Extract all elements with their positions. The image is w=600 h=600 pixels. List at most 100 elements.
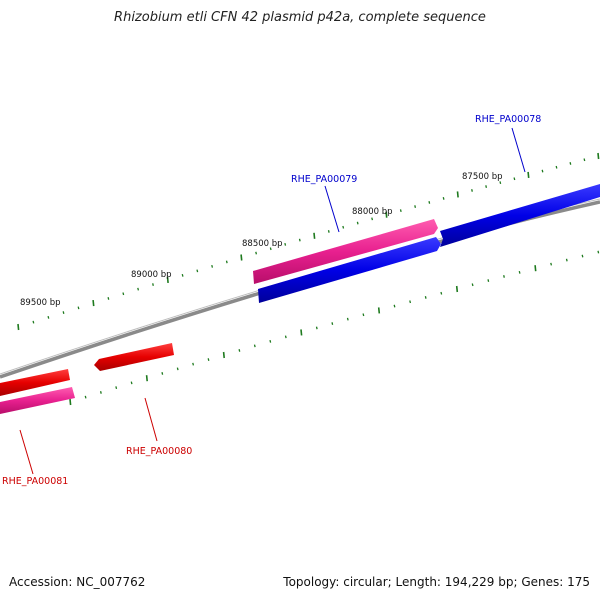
lower-tick <box>440 291 443 295</box>
gene-label-rhe-pa00078[interactable]: RHE_PA00078 <box>475 114 541 125</box>
lower-tick <box>284 335 287 339</box>
upper-tick <box>499 181 502 185</box>
tick-row-upper <box>17 152 600 331</box>
accession-text: Accession: NC_007762 <box>9 575 146 589</box>
upper-tick <box>166 276 169 283</box>
upper-tick <box>284 242 287 246</box>
leader-line-rhe-pa00080 <box>144 397 158 442</box>
upper-tick <box>569 162 572 165</box>
upper-tick <box>269 247 272 251</box>
upper-tick <box>356 221 359 225</box>
upper-tick <box>342 225 345 229</box>
lower-tick <box>69 398 72 406</box>
lower-tick <box>192 362 195 366</box>
upper-tick <box>471 189 473 192</box>
lower-tick <box>455 285 459 293</box>
upper-tick <box>107 297 110 300</box>
lower-tick <box>581 254 584 258</box>
lower-tick <box>331 322 334 325</box>
upper-tick <box>181 273 184 277</box>
lower-tick <box>300 329 303 336</box>
lower-tick <box>84 395 87 399</box>
tick-label-88500: 88500 bp <box>242 239 283 249</box>
upper-tick <box>399 209 402 213</box>
upper-tick <box>17 323 20 331</box>
leader-line-rhe-pa00078 <box>511 127 526 173</box>
gene-bar-red-rhe-pa00081[interactable] <box>0 369 70 396</box>
topology-summary: Topology: circular; Length: 194,229 bp; … <box>283 575 590 589</box>
upper-tick <box>313 232 316 239</box>
gene-bar-pink-rhe-pa00081[interactable] <box>0 387 75 414</box>
upper-tick <box>371 217 374 221</box>
gene-bar-pink-rhe-pa00079[interactable] <box>253 219 438 284</box>
upper-tick <box>428 201 431 204</box>
upper-tick <box>77 306 80 310</box>
upper-tick <box>92 300 95 307</box>
upper-tick <box>527 171 530 178</box>
lower-tick <box>176 367 179 371</box>
map-title: Rhizobium etli CFN 42 plasmid p42a, comp… <box>114 10 486 25</box>
lower-tick <box>550 262 553 266</box>
lower-tick <box>145 375 148 382</box>
upper-tick <box>597 152 600 160</box>
upper-tick <box>541 169 544 173</box>
gene-label-rhe-pa00079[interactable]: RHE_PA00079 <box>291 174 357 185</box>
lower-tick <box>238 349 241 352</box>
upper-tick <box>442 197 445 200</box>
lower-tick <box>269 339 272 343</box>
lower-tick <box>315 326 318 330</box>
leader-line-rhe-pa00079 <box>324 185 340 233</box>
gene-bar-red-rhe-pa00080[interactable] <box>94 343 174 371</box>
upper-tick <box>255 251 258 255</box>
lower-tick <box>409 300 412 304</box>
upper-tick <box>225 260 228 264</box>
lower-tick <box>534 265 537 272</box>
lower-tick <box>346 317 349 321</box>
upper-tick <box>485 185 488 188</box>
upper-tick <box>32 320 35 324</box>
upper-tick <box>152 283 154 286</box>
upper-tick <box>137 287 140 291</box>
upper-tick <box>196 269 199 273</box>
tick-label-87500: 87500 bp <box>462 172 503 182</box>
upper-tick <box>47 315 50 319</box>
upper-tick <box>555 165 558 169</box>
upper-tick <box>456 191 459 198</box>
gene-bar-blue-rhe-pa00079[interactable] <box>258 237 441 303</box>
lower-tick <box>424 296 427 299</box>
upper-tick <box>513 177 516 181</box>
tick-label-89000: 89000 bp <box>131 270 172 280</box>
lower-tick <box>377 307 381 314</box>
leader-line-rhe-pa00081 <box>19 429 34 475</box>
gene-label-rhe-pa00080[interactable]: RHE_PA00080 <box>126 446 192 457</box>
lower-tick <box>161 372 164 375</box>
lower-tick <box>518 270 521 274</box>
lower-tick <box>253 344 256 348</box>
gene-bar-blue-large[interactable] <box>440 184 600 247</box>
tick-label-89500: 89500 bp <box>20 298 61 308</box>
lower-tick <box>393 304 396 308</box>
upper-tick <box>327 230 330 233</box>
upper-tick <box>62 311 65 314</box>
upper-tick <box>240 254 243 261</box>
lower-tick <box>222 351 225 359</box>
lower-tick <box>362 313 365 317</box>
upper-tick <box>385 211 388 218</box>
lower-tick <box>99 391 102 394</box>
upper-tick <box>211 264 214 268</box>
upper-tick <box>122 292 125 296</box>
upper-tick <box>414 205 417 208</box>
upper-tick <box>583 158 586 162</box>
tick-row-lower <box>69 250 600 406</box>
lower-tick <box>130 381 133 385</box>
lower-tick <box>597 250 600 254</box>
lower-tick <box>503 275 505 278</box>
lower-tick <box>207 358 210 361</box>
lower-tick <box>565 258 568 262</box>
tick-label-88000: 88000 bp <box>352 207 393 217</box>
upper-tick <box>298 238 301 242</box>
lower-tick <box>115 386 118 390</box>
gene-label-rhe-pa00081[interactable]: RHE_PA00081 <box>2 476 68 487</box>
lower-tick <box>487 279 490 282</box>
